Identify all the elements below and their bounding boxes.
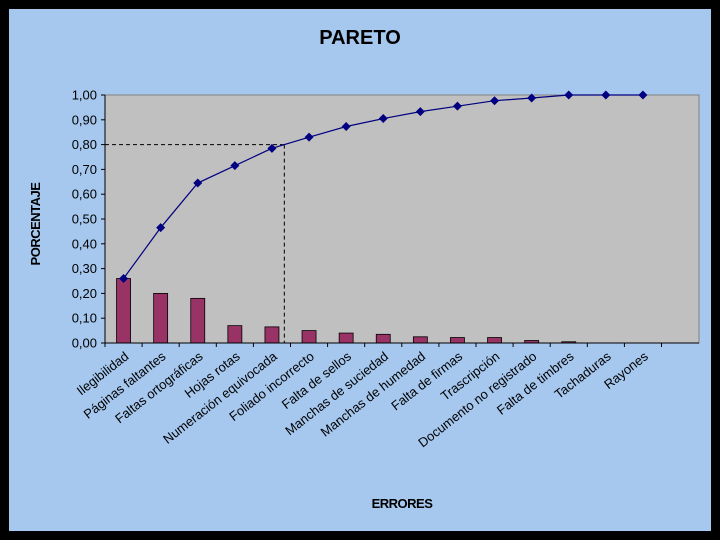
line-marker-11	[490, 96, 500, 106]
y-tick-label: 0,30	[72, 261, 97, 276]
line-marker-12	[527, 93, 537, 103]
y-tick-labels: 0,00 0,10 0,20 0,30 0,40 0,50 0,60 0,70 0,80 0,90…	[72, 88, 97, 351]
line-marker-9	[415, 107, 425, 117]
y-tick-label: 0,20	[72, 286, 97, 301]
line-marker-14	[601, 90, 611, 100]
line-marker-3	[193, 178, 203, 188]
bar-8	[375, 333, 391, 344]
line-marker-5	[267, 143, 277, 153]
cumulative-line-group	[119, 90, 648, 284]
line-marker-13	[564, 90, 574, 100]
y-tick-label: 0,00	[72, 336, 97, 351]
bar-11	[487, 337, 502, 344]
bar-3	[190, 297, 206, 344]
bar-9	[412, 336, 428, 344]
line-marker-1	[119, 274, 129, 284]
reference-line-group	[105, 144, 285, 343]
line-marker-8	[378, 114, 388, 124]
y-tick-label: 0,50	[72, 212, 97, 227]
line-marker-4	[230, 161, 240, 171]
bar-1	[116, 278, 131, 344]
line-marker-7	[341, 121, 351, 131]
y-tick-label: 0,40	[72, 236, 97, 251]
bar-4	[227, 325, 243, 344]
y-tick-label: 0,90	[72, 112, 97, 127]
y-tick-label: 0,70	[72, 162, 97, 177]
y-axis-title: PORCENTAJE	[28, 182, 43, 266]
line-marker-15	[638, 90, 648, 100]
y-tick-label: 0,80	[72, 137, 97, 152]
x-axis-title: ERRORES	[372, 496, 434, 511]
bars-group	[116, 278, 577, 344]
y-tick-label: 0,10	[72, 311, 97, 326]
axes-group	[101, 94, 699, 347]
pareto-chart: PARETO 0,000,100,200,300,400,500,600,700…	[28, 27, 700, 511]
bar-10	[450, 337, 465, 344]
line-marker-10	[452, 101, 462, 111]
line-marker-2	[156, 223, 166, 233]
bar-2	[153, 292, 169, 344]
bar-7	[338, 332, 354, 344]
line-marker-6	[304, 132, 314, 142]
bar-6	[301, 330, 317, 344]
y-tick-label: 1,00	[72, 88, 97, 103]
slide-background: PARETO 0,00 0,10 0,20 0,30 0,40 0,50 0,60 0,70 0…	[9, 9, 711, 531]
chart-title: PARETO	[319, 27, 401, 49]
bar-5	[264, 326, 280, 344]
y-tick-label: 0,60	[72, 187, 97, 202]
